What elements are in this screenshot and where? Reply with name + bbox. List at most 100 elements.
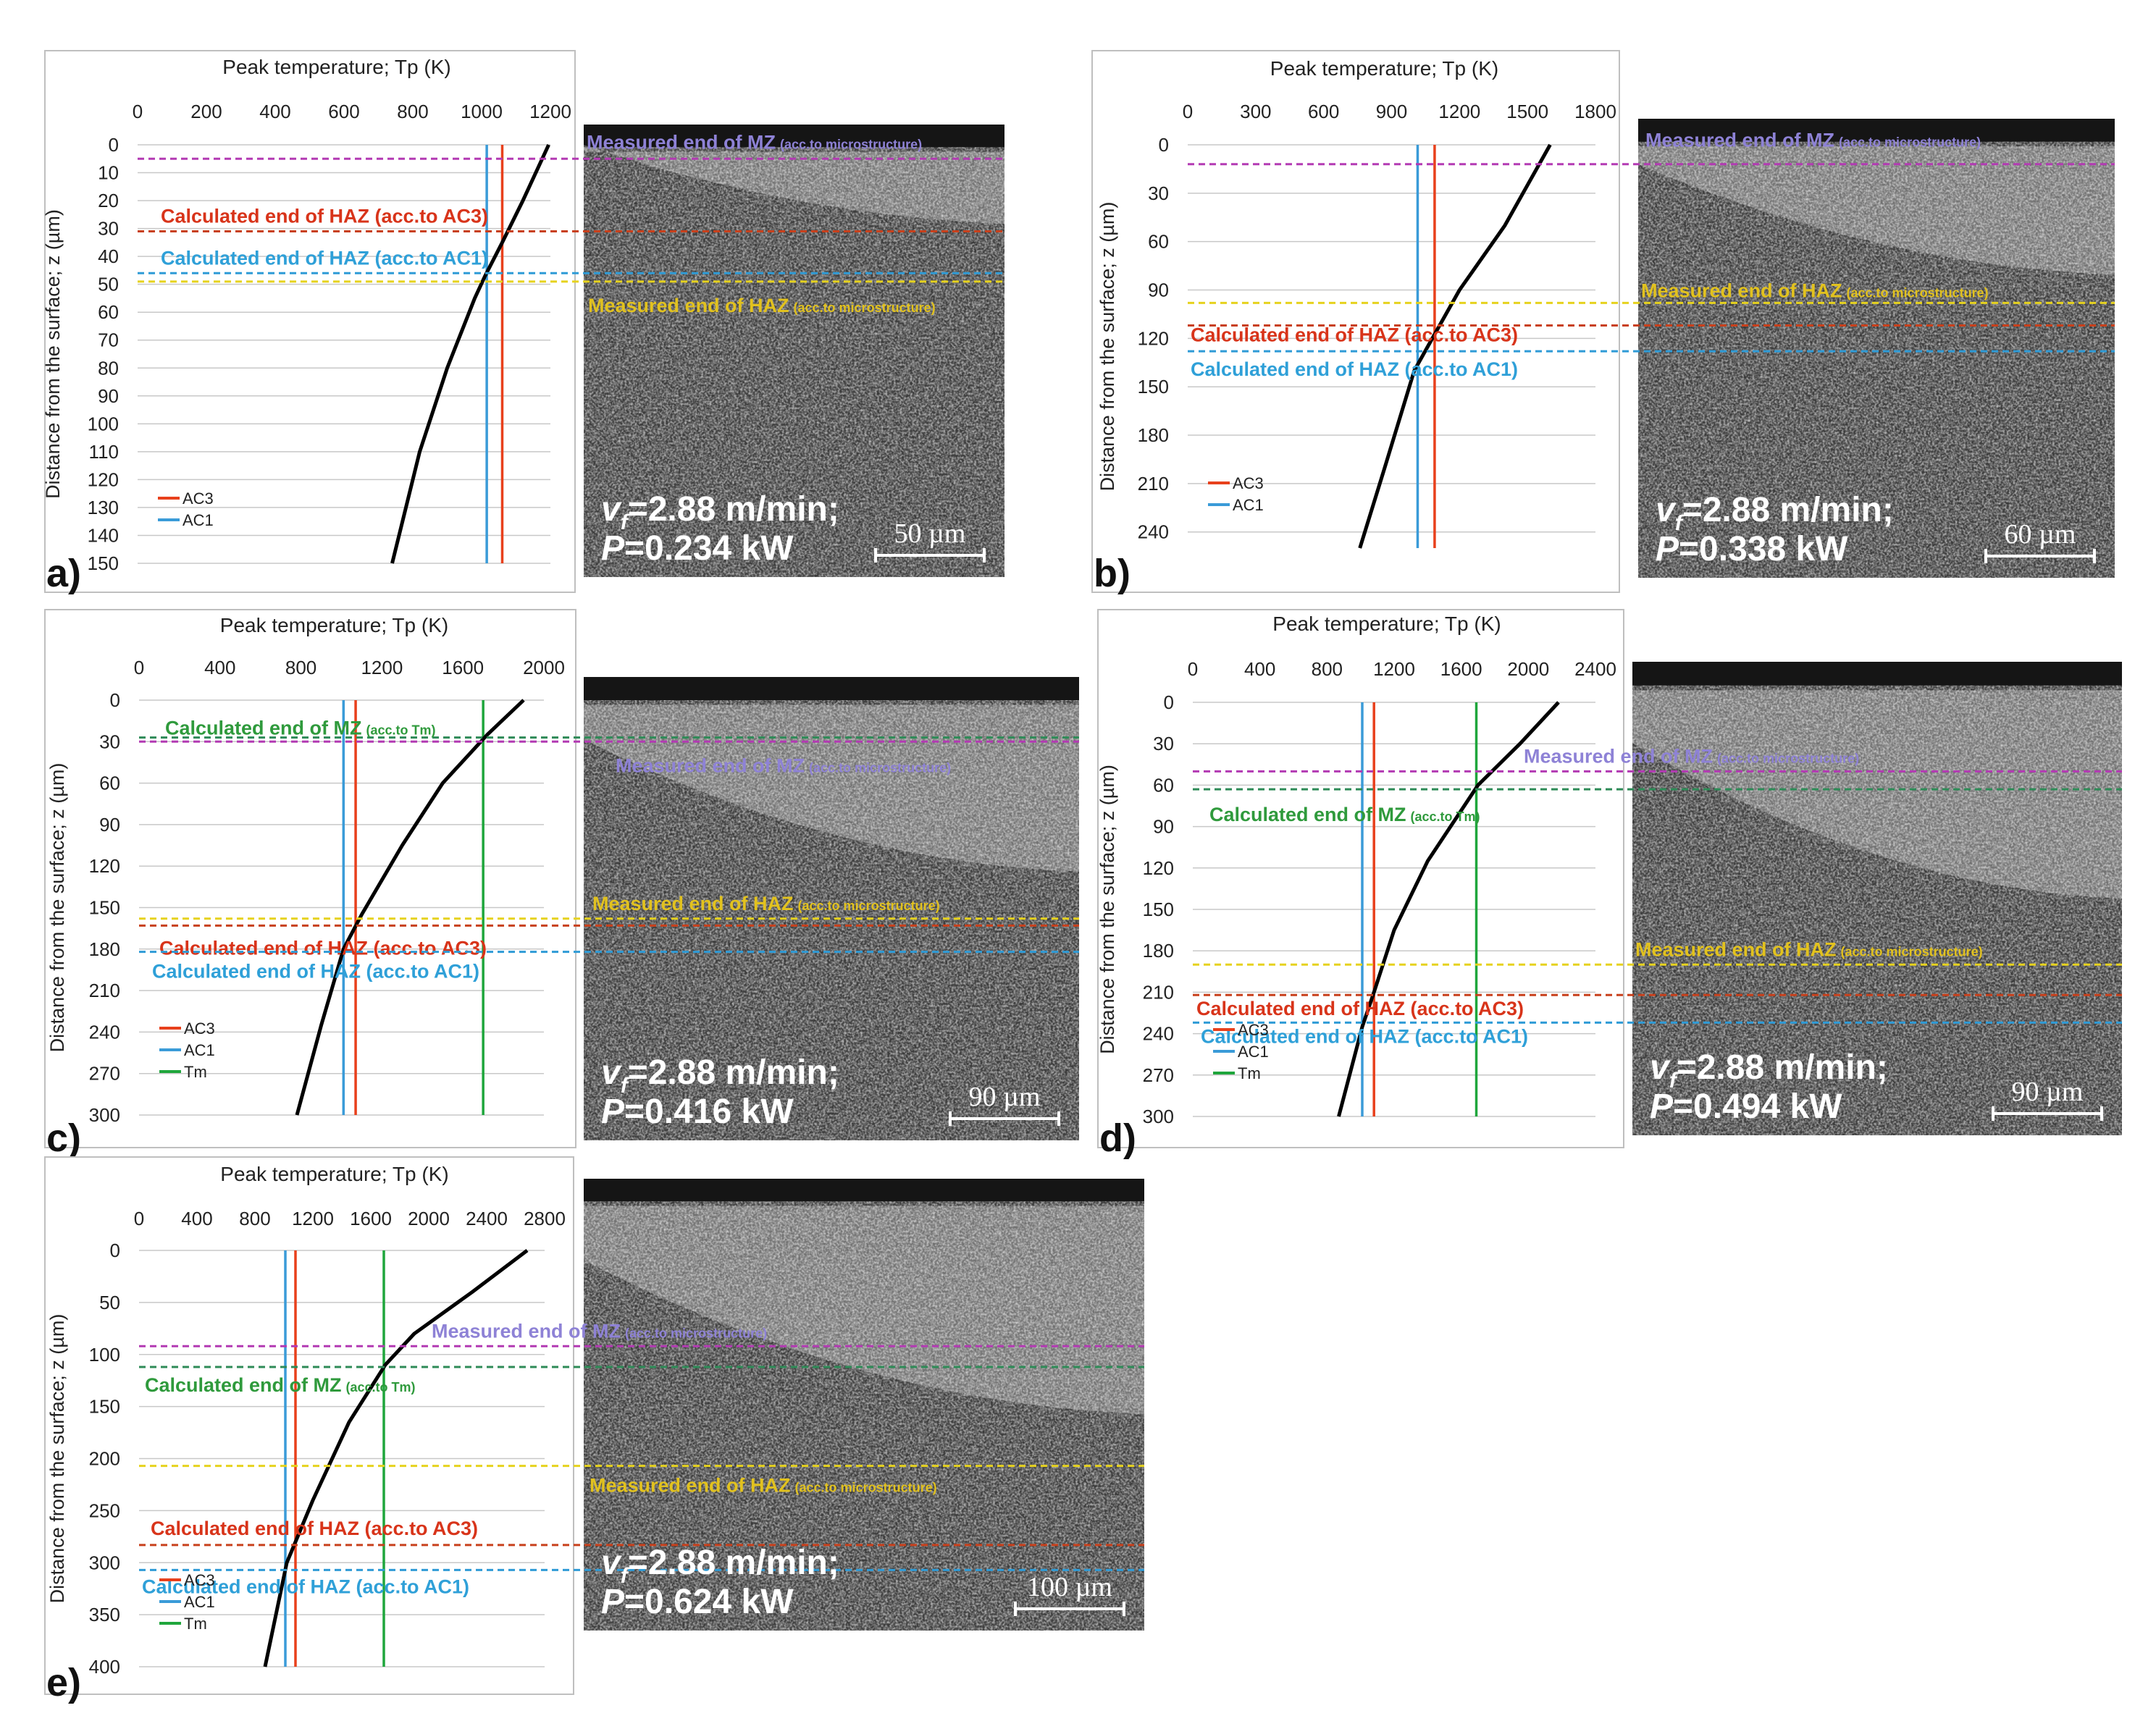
caption-power-value: =0.494 kW — [1673, 1088, 1842, 1126]
y-tick-label: 300 — [89, 1104, 120, 1126]
caption-speed-value: =2.88 m/min; — [628, 490, 839, 529]
x-tick-label: 2000 — [523, 657, 565, 678]
x-tick-label: 0 — [1183, 101, 1193, 122]
caption-power: P=0.494 kW — [1650, 1088, 1842, 1126]
y-tick-label: 180 — [1138, 424, 1169, 446]
x-tick-label: 400 — [204, 657, 235, 678]
x-tick-label: 600 — [1308, 101, 1339, 122]
y-tick-label: 60 — [1153, 774, 1174, 796]
legend-label-ac1: AC1 — [183, 511, 214, 529]
legend-label-tm: Tm — [184, 1063, 207, 1081]
y-axis-label: Distance from the surface; z (µm) — [46, 763, 68, 1053]
annotation-sub-text: (acc.to microstructure) — [1717, 751, 1859, 765]
y-tick-label: 270 — [89, 1063, 120, 1085]
x-tick-label: 400 — [181, 1208, 212, 1229]
y-tick-label: 200 — [89, 1448, 120, 1470]
panel-label: c) — [46, 1116, 81, 1160]
legend-label-ac3: AC3 — [184, 1019, 215, 1038]
annotation-label-haz-ac1: Calculated end of HAZ (acc.to AC1) — [142, 1576, 469, 1597]
y-tick-label: 240 — [1143, 1023, 1174, 1045]
micrograph-top-strip — [584, 125, 1004, 148]
annotation-sub-text: (acc.to microstructure) — [1847, 285, 1989, 300]
micrograph — [584, 677, 1079, 1140]
micrograph-texture — [1632, 662, 2122, 1135]
caption-speed-symbol: v — [601, 1053, 622, 1092]
y-tick-label: 180 — [1143, 940, 1174, 962]
y-tick-label: 30 — [1153, 733, 1174, 754]
annotation-label-haz-ac3: Calculated end of HAZ (acc.to AC3) — [151, 1518, 478, 1539]
x-tick-label: 400 — [1244, 658, 1275, 680]
micrograph — [1632, 662, 2122, 1135]
annotation-label-haz-micro: Measured end of HAZ (acc.to microstructur… — [590, 1475, 937, 1497]
chart-frame — [44, 609, 576, 1148]
y-tick-label: 130 — [88, 497, 119, 518]
annotation-main-text: Measured end of MZ — [1645, 130, 1834, 151]
y-tick-label: 120 — [88, 468, 119, 490]
y-tick-label: 210 — [89, 980, 120, 1001]
x-tick-label: 0 — [134, 1208, 144, 1229]
y-tick-label: 100 — [88, 413, 119, 434]
series-tp-curve — [390, 143, 550, 564]
y-tick-label: 400 — [89, 1656, 120, 1678]
caption-speed: vf=2.88 m/min; — [601, 1544, 839, 1588]
chart-title: Peak temperature; Tp (K) — [220, 1163, 448, 1185]
annotation-main-text: Calculated end of HAZ (acc.to AC3) — [159, 937, 487, 959]
y-tick-label: 90 — [98, 385, 119, 407]
caption-power-symbol: P — [601, 1583, 625, 1621]
y-tick-label: 250 — [89, 1499, 120, 1521]
y-tick-label: 90 — [1148, 279, 1169, 301]
y-tick-label: 350 — [89, 1604, 120, 1625]
caption-power: P=0.416 kW — [601, 1093, 794, 1131]
micrograph-top-strip — [584, 1179, 1144, 1202]
scale-bar-label: 100 µm — [1027, 1572, 1112, 1602]
micrograph-hardened-zone — [1632, 690, 2122, 899]
panel-label: e) — [46, 1661, 81, 1704]
y-tick-label: 40 — [98, 245, 119, 267]
y-tick-label: 50 — [98, 274, 119, 295]
x-tick-label: 1600 — [442, 657, 484, 678]
annotation-main-text: Calculated end of MZ — [145, 1374, 342, 1396]
caption-power: P=0.338 kW — [1656, 530, 1848, 568]
caption-power-symbol: P — [1650, 1088, 1674, 1126]
caption-speed: vf=2.88 m/min; — [601, 490, 839, 534]
annotation-label-measured-mz: Measured end of MZ (acc.to microstructure… — [616, 754, 951, 776]
y-tick-label: 300 — [89, 1552, 120, 1573]
chart-title: Peak temperature; Tp (K) — [1270, 57, 1498, 80]
caption-speed-subscript: f — [621, 510, 630, 534]
micrograph — [584, 125, 1004, 577]
caption-speed: vf=2.88 m/min; — [1650, 1048, 1888, 1093]
legend-label-ac1: AC1 — [184, 1041, 215, 1059]
annotation-label-haz-micro: Measured end of HAZ (acc.to microstructur… — [1635, 938, 1983, 960]
y-tick-label: 120 — [89, 855, 120, 877]
x-tick-label: 900 — [1376, 101, 1407, 122]
caption-speed: vf=2.88 m/min; — [601, 1053, 839, 1098]
micrograph-texture — [584, 1179, 1144, 1631]
caption-speed-subscript: f — [1669, 1069, 1679, 1093]
micrograph-top-strip — [584, 677, 1079, 700]
x-tick-label: 2400 — [1574, 658, 1616, 680]
panel-c: 0 30 60 90 120 150 180 210 240 270 300 0 400 800 1200 1… — [44, 609, 1079, 1160]
caption-power-value: =0.338 kW — [1679, 530, 1848, 568]
caption-speed-subscript: f — [621, 1564, 630, 1588]
x-tick-label: 2400 — [466, 1208, 508, 1229]
legend-label-tm: Tm — [184, 1615, 207, 1633]
caption-speed-symbol: v — [1656, 491, 1677, 529]
x-tick-label: 400 — [259, 101, 290, 122]
annotation-main-text: Measured end of MZ — [587, 131, 776, 153]
y-tick-label: 180 — [89, 938, 120, 960]
annotation-main-text: Calculated end of HAZ (acc.to AC1) — [161, 247, 488, 269]
annotation-main-text: Calculated end of HAZ (acc.to AC1) — [1191, 358, 1518, 380]
annotation-main-text: Measured end of HAZ — [1635, 938, 1837, 960]
annotation-main-text: Calculated end of MZ — [165, 718, 362, 739]
x-tick-label: 800 — [239, 1208, 270, 1229]
annotation-main-text: Calculated end of HAZ (acc.to AC1) — [152, 961, 479, 983]
caption-power-value: =0.624 kW — [624, 1583, 794, 1621]
micrograph-texture — [584, 677, 1079, 1140]
caption-speed-value: =2.88 m/min; — [1682, 491, 1894, 529]
caption-power: P=0.624 kW — [601, 1583, 794, 1621]
y-tick-label: 50 — [99, 1292, 120, 1313]
series-tp-curve — [263, 1249, 529, 1667]
micrograph-hardened-zone — [584, 704, 1079, 872]
micrograph-texture — [1638, 119, 2115, 578]
